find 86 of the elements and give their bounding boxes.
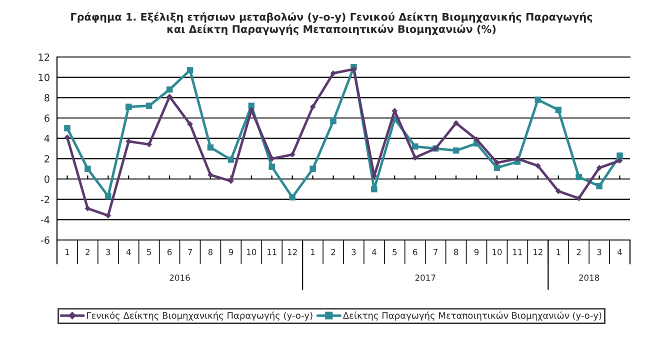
point (412, 143, 418, 150)
point (616, 152, 623, 159)
x-tick-label: 11 (267, 249, 276, 256)
point (576, 174, 582, 180)
point (64, 134, 70, 140)
point (452, 147, 460, 154)
point (534, 162, 541, 169)
point (310, 166, 316, 172)
y-tick-label: -6 (40, 236, 50, 244)
x-tick-label: 5 (147, 249, 152, 256)
text: 2018 (579, 274, 600, 281)
point (208, 172, 214, 178)
x-tick-label: 5 (392, 249, 397, 256)
x-tick-label: 9 (228, 248, 234, 256)
point (534, 96, 542, 103)
point (248, 102, 255, 109)
point (616, 158, 623, 164)
point (494, 160, 500, 166)
point (494, 164, 500, 171)
x-tick-label: 1 (556, 249, 560, 256)
x-tick-label: 7 (434, 249, 438, 256)
x-tick-label: 2 (331, 248, 336, 256)
x-tick-label: 11 (513, 249, 522, 256)
point (105, 193, 112, 200)
x-tick-label: 6 (167, 248, 172, 256)
x-tick-label: 12 (288, 248, 297, 256)
point (268, 164, 275, 170)
point (146, 141, 152, 148)
point (105, 212, 112, 219)
y-tick-label: -2 (40, 196, 50, 204)
point (412, 154, 418, 161)
point (596, 182, 602, 190)
point (84, 166, 91, 172)
point (514, 156, 520, 162)
legend-label: Δείκτης Παραγωγής Μεταποιητικών Βιομηχανιών (y-o-y) (342, 312, 602, 321)
y-tick-label: 2 (44, 155, 50, 162)
point (64, 125, 70, 132)
point (596, 164, 602, 171)
chart-title: Γράφημα 1. Εξέλιξη ετήσιων μεταβολών (y-o-y) Γενικού Δείκτη Βιομηχανικής Παραγωγής και Δείκτη Παραγωγής Μεταποιητικών Βιομηχανιών (%) (71, 12, 592, 36)
x-tick-label: 7 (188, 249, 192, 256)
point (146, 102, 152, 109)
y-tick-label: -4 (40, 216, 50, 224)
point (166, 94, 172, 100)
point (228, 178, 234, 184)
x-tick-label: 8 (454, 248, 458, 256)
point (310, 104, 316, 110)
x-tick-label: 3 (106, 248, 110, 256)
x-tick-label: 9 (474, 248, 479, 256)
x-tick-label: 3 (597, 248, 602, 256)
point (330, 118, 336, 124)
x-tick-label: 4 (126, 249, 131, 256)
text: 2016 (170, 274, 190, 281)
point (166, 86, 173, 93)
point (555, 106, 562, 113)
y-tick-label: 4 (44, 134, 50, 142)
y-tick-label: 8 (44, 94, 50, 102)
point (207, 144, 214, 151)
x-tick-label: 2 (576, 248, 581, 256)
point (126, 104, 132, 110)
x-tick-label: 3 (352, 248, 356, 256)
x-tick-label: 10 (247, 248, 256, 256)
point (186, 67, 194, 74)
y-tick-label: 12 (38, 53, 50, 61)
legend-label: Γενικός Δείκτης Βιομηχανικής Παραγωγής (y-o-y) (87, 312, 312, 321)
x-tick-label: 1 (65, 249, 70, 256)
point (187, 121, 193, 128)
point (576, 195, 582, 202)
point (474, 136, 480, 142)
x-tick-label: 6 (413, 248, 418, 256)
point (371, 186, 378, 192)
point (453, 120, 459, 126)
x-tick-label: 12 (534, 248, 542, 256)
x-tick-label: 10 (492, 248, 502, 256)
point (289, 194, 296, 200)
y-tick-label: 10 (38, 74, 50, 82)
point (84, 206, 91, 212)
y-tick-label: 0 (44, 175, 50, 183)
x-tick-label: 1 (311, 249, 315, 256)
y-tick-label: 6 (44, 114, 50, 122)
x-tick-label: 8 (208, 248, 213, 256)
x-tick-label: 2 (86, 248, 90, 256)
point (228, 156, 234, 163)
point (555, 188, 562, 194)
x-tick-label: 4 (372, 249, 376, 256)
x-tick-label: 4 (618, 249, 622, 256)
text: 2017 (415, 274, 436, 281)
